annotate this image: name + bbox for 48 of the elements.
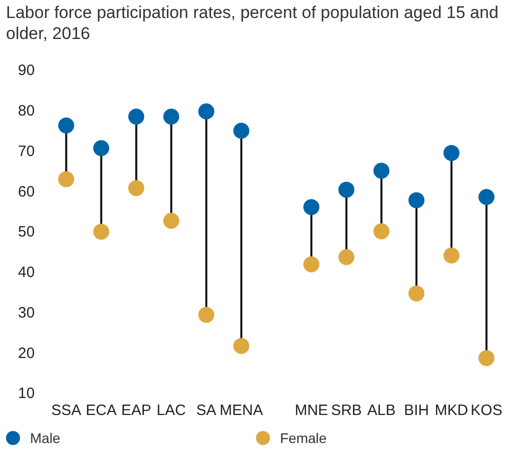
point xyxy=(338,182,354,198)
x-tick-label: KOS xyxy=(470,402,502,420)
x-tick-label: SSA xyxy=(51,402,82,420)
point xyxy=(198,103,214,120)
point xyxy=(408,285,424,302)
point xyxy=(408,192,424,208)
point xyxy=(93,140,110,156)
point xyxy=(478,350,494,366)
x-tick-label: MENA xyxy=(220,402,263,420)
point xyxy=(58,171,74,188)
point xyxy=(128,108,144,125)
point xyxy=(338,249,354,266)
point xyxy=(233,122,250,139)
point xyxy=(303,199,320,216)
y-tick-label: 10 xyxy=(18,385,35,402)
point xyxy=(198,306,214,323)
x-tick-label: LAC xyxy=(156,402,186,420)
point xyxy=(163,108,180,125)
y-tick-label: 20 xyxy=(18,344,35,362)
x-tick-label: MKD xyxy=(434,402,468,420)
point xyxy=(303,256,320,272)
legend-label: Male xyxy=(30,430,60,446)
y-tick-label: 30 xyxy=(18,304,35,322)
point xyxy=(443,248,460,264)
x-tick-label: EAP xyxy=(121,402,152,420)
x-tick-label: SA xyxy=(196,402,216,420)
y-tick-label: 80 xyxy=(18,102,35,120)
point xyxy=(443,144,460,161)
chart-title: Labor force participation rates, percent of population aged 15 and older, 2016 xyxy=(6,2,500,44)
x-tick-label: BIH xyxy=(404,402,429,420)
y-tick-label: 40 xyxy=(18,264,35,282)
y-tick-label: 90 xyxy=(18,62,35,80)
y-tick-label: 60 xyxy=(18,183,35,200)
legend-label: Female xyxy=(280,430,327,446)
y-tick-label: 70 xyxy=(18,142,35,160)
point xyxy=(93,224,110,240)
x-tick-label: ALB xyxy=(367,402,396,420)
x-tick-label: ECA xyxy=(86,402,117,420)
point xyxy=(128,180,144,196)
point xyxy=(373,223,390,240)
point xyxy=(58,118,74,134)
x-tick-label: SRB xyxy=(330,402,362,420)
point xyxy=(233,338,250,354)
point xyxy=(478,188,494,205)
point xyxy=(373,162,390,179)
point xyxy=(163,212,180,229)
y-tick-label: 50 xyxy=(18,224,35,241)
x-tick-label: MNE xyxy=(294,402,328,420)
